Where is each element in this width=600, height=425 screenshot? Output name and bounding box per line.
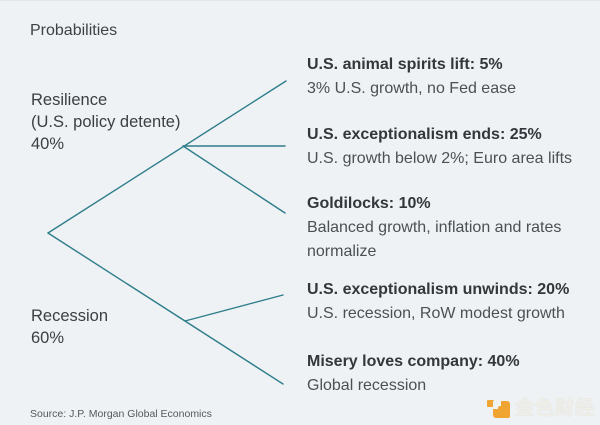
figure-title: Probabilities [30,22,118,39]
branch-recession-to-exceptionalism-unwinds [184,294,284,322]
outcome-description: U.S. recession, RoW modest growth [307,305,565,322]
outcome-description: Global recession [307,377,427,394]
outcome-exceptionalism-ends: U.S. exceptionalism ends: 25% U.S. growt… [307,123,599,171]
jinse-finance-logo-icon [487,400,510,418]
outcome-description: Balanced growth, inflation and rates nor… [307,219,562,260]
outcome-description: 3% U.S. growth, no Fed ease [307,80,516,97]
watermark: 金色财经 [486,393,595,420]
node-resilience-probability: 40% [31,135,65,153]
node-resilience: Resilience (U.S. policy detente) 40% [31,89,180,155]
node-resilience-name: Resilience [31,91,108,109]
outcome-misery-loves-company: Misery loves company: 40% Global recessi… [307,350,599,398]
watermark-label: 金色财经 [515,398,596,419]
outcome-exceptionalism-unwinds: U.S. exceptionalism unwinds: 20% U.S. re… [307,278,599,326]
node-recession-probability: 60% [31,329,65,347]
node-recession: Recession 60% [31,305,108,349]
node-recession-name: Recession [31,307,109,325]
outcome-description: U.S. growth below 2%; Euro area lifts [307,150,573,167]
outcome-title: Goldilocks: 10% [307,195,431,212]
outcome-title: U.S. exceptionalism unwinds: 20% [307,281,570,298]
outcome-title: U.S. exceptionalism ends: 25% [307,126,542,143]
outcome-title: Misery loves company: 40% [307,353,520,370]
node-resilience-detail: (U.S. policy detente) [31,113,181,131]
outcome-goldilocks: Goldilocks: 10% Balanced growth, inflati… [307,192,599,264]
branch-resilience-to-goldilocks [182,145,286,214]
outcome-animal-spirits: U.S. animal spirits lift: 5% 3% U.S. gro… [307,53,599,101]
outcome-title: U.S. animal spirits lift: 5% [307,56,503,73]
source-attribution: Source: J.P. Morgan Global Economics [30,408,212,420]
